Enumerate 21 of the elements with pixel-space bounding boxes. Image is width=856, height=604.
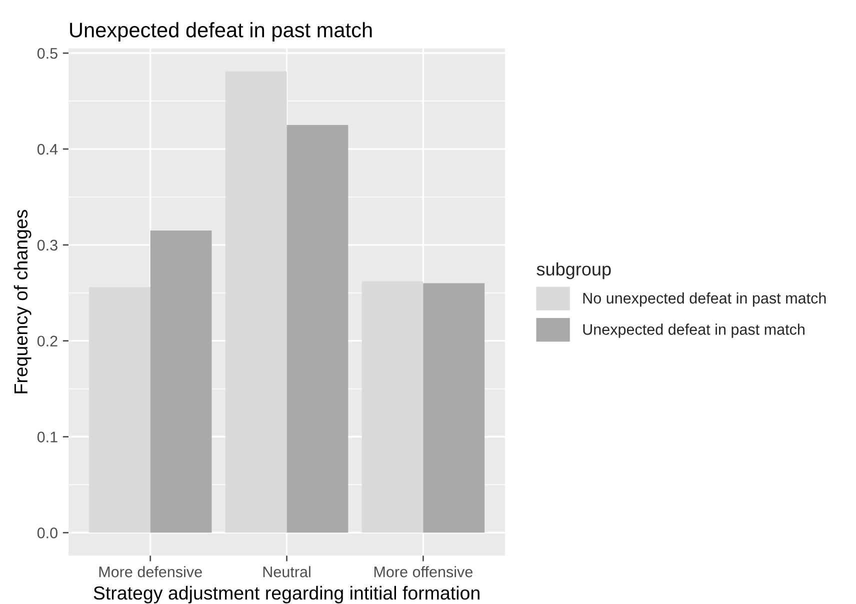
bar	[423, 283, 485, 533]
x-tick-label: Neutral	[263, 566, 310, 578]
x-axis-title: Strategy adjustment regarding intitial formation	[94, 586, 480, 604]
bar	[88, 287, 150, 533]
y-tick-label: 0.1	[37, 432, 58, 442]
bar	[362, 281, 424, 533]
y-tick-label: 0.5	[37, 48, 58, 59]
x-tick-label: More defensive	[99, 566, 202, 578]
bar	[286, 125, 348, 533]
y-tick-label: 0.4	[37, 144, 58, 155]
legend-label: Unexpected defeat in past match	[583, 324, 804, 338]
chart-title: Unexpected defeat in past match	[70, 22, 372, 42]
legend-label: No unexpected defeat in past match	[583, 292, 826, 307]
legend-title: subgroup	[536, 262, 611, 280]
y-tick-label: 0.0	[37, 528, 58, 538]
y-axis-title: Frequency of changes	[14, 210, 32, 394]
y-tick-label: 0.3	[37, 240, 58, 251]
x-tick-label: More offensive	[374, 566, 472, 578]
y-tick-label: 0.2	[37, 336, 58, 347]
bar	[150, 230, 212, 533]
bar	[225, 71, 287, 533]
